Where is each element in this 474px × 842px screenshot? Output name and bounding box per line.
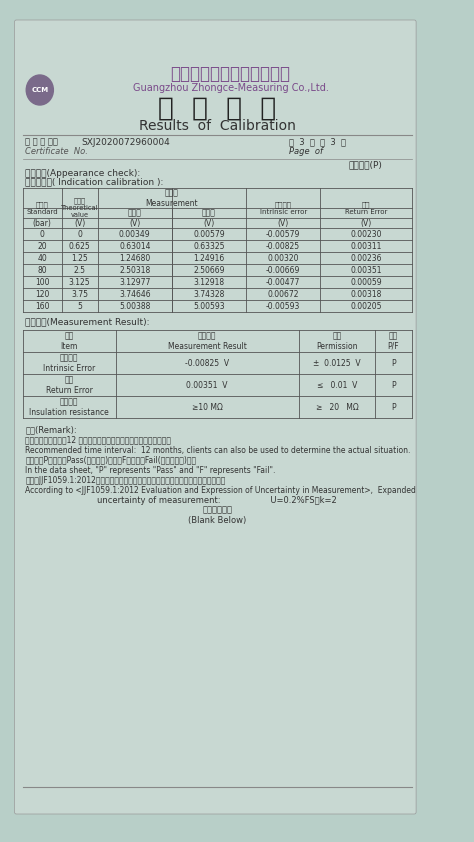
Text: (bar): (bar) [33, 219, 52, 227]
Text: 2.50318: 2.50318 [119, 265, 150, 274]
Text: 3.12977: 3.12977 [119, 278, 150, 286]
Text: 0: 0 [77, 230, 82, 238]
Text: 0.00672: 0.00672 [267, 290, 299, 299]
Text: (V): (V) [203, 219, 215, 227]
Text: 实测结果
Measurement Result: 实测结果 Measurement Result [168, 331, 246, 351]
Text: 备注(Remark):: 备注(Remark): [25, 425, 77, 434]
Text: 5.00593: 5.00593 [193, 301, 225, 311]
Text: 120: 120 [35, 290, 49, 299]
Text: P: P [391, 402, 396, 412]
Text: 基本误差
Intrinsic error: 基本误差 Intrinsic error [259, 201, 307, 215]
Text: 下行程: 下行程 [202, 209, 216, 217]
Text: 校  准  结  果: 校 准 结 果 [158, 96, 276, 122]
Text: ≤   0.01  V: ≤ 0.01 V [317, 381, 357, 390]
Text: uncertainty of measurement:                   U=0.2%FS，k=2: uncertainty of measurement: U=0.2%FS，k=2 [97, 495, 337, 504]
Text: 示値的校准( Indication calibration ):: 示値的校准( Indication calibration ): [25, 178, 164, 186]
Text: 3.74646: 3.74646 [119, 290, 151, 299]
Text: 0.00205: 0.00205 [350, 301, 382, 311]
Text: 理论値
Theoretical
value: 理论値 Theoretical value [61, 198, 98, 218]
Text: 0.00351  V: 0.00351 V [186, 381, 228, 390]
Text: 证书中「P」代表「Pass(符合要求)」，「F」代表「Fail(不符合要求)」。: 证书中「P」代表「Pass(符合要求)」，「F」代表「Fail(不符合要求)」。 [25, 456, 196, 465]
Text: (V): (V) [129, 219, 140, 227]
Text: 3.125: 3.125 [69, 278, 91, 286]
Text: 1.25: 1.25 [71, 253, 88, 263]
Text: 0.00579: 0.00579 [193, 230, 225, 238]
Text: -0.00579: -0.00579 [266, 230, 301, 238]
Text: 100: 100 [35, 278, 49, 286]
Text: 上行程: 上行程 [128, 209, 142, 217]
Text: -0.00825: -0.00825 [266, 242, 300, 251]
Text: 标准値
Standard: 标准値 Standard [26, 201, 58, 215]
Text: (Blank Below): (Blank Below) [188, 515, 246, 525]
Text: ≥   20   MΩ: ≥ 20 MΩ [316, 402, 358, 412]
Text: 符合要求(P): 符合要求(P) [348, 161, 382, 169]
Text: （以下空白）: （以下空白） [202, 505, 232, 514]
Text: 实测値
Measurement: 实测値 Measurement [146, 189, 198, 208]
Text: Certificate  No.: Certificate No. [25, 147, 88, 156]
Text: 绵缘电阵
Insulation resistance: 绵缘电阵 Insulation resistance [29, 397, 109, 417]
Text: Recommended time interval:  12 months, clients can also be used to determine the: Recommended time interval: 12 months, cl… [25, 445, 410, 455]
Text: 回差
Return Error: 回差 Return Error [46, 376, 92, 395]
Circle shape [26, 75, 54, 105]
Text: 1.24916: 1.24916 [193, 253, 225, 263]
Text: 证 书 编 号：: 证 书 编 号： [25, 137, 58, 147]
Text: ±  0.0125  V: ± 0.0125 V [313, 359, 361, 367]
Text: -0.00825  V: -0.00825 V [185, 359, 229, 367]
Text: 第  3  页  共  3  页: 第 3 页 共 3 页 [290, 137, 346, 147]
Text: 1.24680: 1.24680 [119, 253, 150, 263]
Text: ≥10 MΩ: ≥10 MΩ [191, 402, 223, 412]
Text: 实测结果(Measurement Result):: 实测结果(Measurement Result): [25, 317, 150, 327]
Text: 0.63014: 0.63014 [119, 242, 151, 251]
Text: 基本误差
Intrinsic Error: 基本误差 Intrinsic Error [43, 354, 95, 373]
Text: 3.74328: 3.74328 [193, 290, 225, 299]
Text: -0.00477: -0.00477 [266, 278, 301, 286]
Text: 2.50669: 2.50669 [193, 265, 225, 274]
Text: Results  of  Calibration: Results of Calibration [139, 119, 295, 133]
Text: 结论
P/F: 结论 P/F [388, 331, 399, 351]
Text: CCM: CCM [31, 87, 48, 93]
Text: 0: 0 [40, 230, 45, 238]
Text: 回差
Return Error: 回差 Return Error [345, 201, 387, 215]
Text: (V): (V) [74, 219, 85, 227]
Text: 40: 40 [37, 253, 47, 263]
Text: 3.12918: 3.12918 [193, 278, 225, 286]
Text: 20: 20 [37, 242, 47, 251]
Text: Page  of: Page of [290, 147, 323, 156]
Text: 5.00388: 5.00388 [119, 301, 150, 311]
Text: 0.00059: 0.00059 [350, 278, 382, 286]
Text: 0.63325: 0.63325 [193, 242, 225, 251]
Text: 0.00318: 0.00318 [350, 290, 382, 299]
Text: P: P [391, 359, 396, 367]
Text: 5: 5 [77, 301, 82, 311]
Text: 建议复校时间间隔：12 个月，送校单位可按实际使用情况自主决定。: 建议复校时间间隔：12 个月，送校单位可按实际使用情况自主决定。 [25, 435, 171, 445]
Text: 0.00230: 0.00230 [350, 230, 382, 238]
Text: 允差
Permission: 允差 Permission [316, 331, 358, 351]
Text: 0.625: 0.625 [69, 242, 91, 251]
Text: 0.00351: 0.00351 [350, 265, 382, 274]
Text: In the data sheet, "P" represents "Pass" and "F" represents "Fail".: In the data sheet, "P" represents "Pass"… [25, 466, 276, 475]
Text: 0.00320: 0.00320 [267, 253, 299, 263]
FancyBboxPatch shape [15, 20, 416, 814]
Text: (V): (V) [277, 219, 289, 227]
Text: P: P [391, 381, 396, 390]
Text: 80: 80 [37, 265, 47, 274]
Text: 160: 160 [35, 301, 49, 311]
Text: Guangzhou Zhongce-Measuring Co.,Ltd.: Guangzhou Zhongce-Measuring Co.,Ltd. [133, 83, 328, 93]
Text: -0.00593: -0.00593 [266, 301, 301, 311]
Text: 3.75: 3.75 [71, 290, 88, 299]
Text: According to <JJF1059.1:2012 Evaluation and Expression of Uncertainty in Measure: According to <JJF1059.1:2012 Evaluation … [25, 486, 416, 494]
Text: 0.00311: 0.00311 [350, 242, 382, 251]
Text: 广州中测检测技术有限公司: 广州中测检测技术有限公司 [171, 65, 291, 83]
Text: (V): (V) [360, 219, 372, 227]
Text: -0.00669: -0.00669 [266, 265, 301, 274]
Text: SXJ2020072960004: SXJ2020072960004 [82, 137, 170, 147]
Text: 项目
Item: 项目 Item [61, 331, 78, 351]
Text: 外观检查(Appearance check):: 外观检查(Appearance check): [25, 168, 141, 178]
Text: 0.00349: 0.00349 [119, 230, 151, 238]
Text: 2.5: 2.5 [73, 265, 86, 274]
Text: 0.00236: 0.00236 [350, 253, 382, 263]
Text: 根据《JJF1059.1:2012测量不确定度评定与表示》，本次测量结果的扩展不确定度为：: 根据《JJF1059.1:2012测量不确定度评定与表示》，本次测量结果的扩展不… [25, 476, 226, 484]
